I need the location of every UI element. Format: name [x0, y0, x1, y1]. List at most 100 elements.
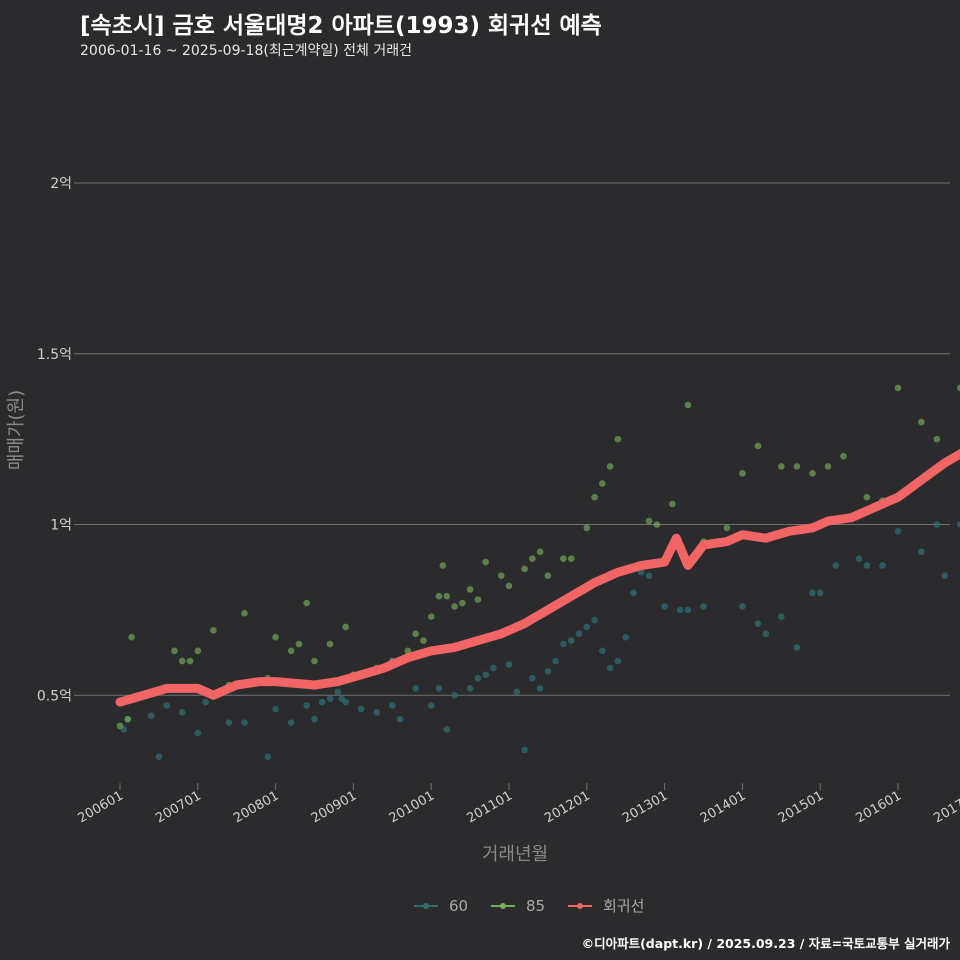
point-60-47 — [614, 657, 622, 665]
point-85-35 — [521, 565, 528, 573]
point-85-39 — [560, 555, 567, 562]
point-85-23 — [420, 637, 427, 644]
point-60-71 — [956, 521, 960, 528]
point-85-21 — [404, 647, 412, 655]
point-85-54 — [778, 463, 785, 470]
point-60-34 — [513, 688, 521, 696]
point-60-61 — [809, 589, 816, 597]
legend: 60 85 회귀선 — [414, 897, 644, 915]
point-85-58 — [840, 452, 847, 460]
point-60-69 — [933, 521, 941, 528]
point-60-27 — [443, 726, 451, 733]
point-85-57 — [824, 463, 832, 470]
point-60-49 — [630, 589, 637, 597]
point-60-41 — [567, 637, 575, 644]
point-60-20 — [357, 705, 365, 713]
point-85-64 — [956, 384, 960, 392]
point-60-53 — [676, 606, 684, 614]
page-subtitle: 2006-01-16 ~ 2025-09-18(최근계약일) 전체 거래건 — [80, 43, 412, 59]
point-60-48 — [622, 633, 629, 641]
point-60-42 — [575, 630, 583, 638]
x-axis-ticks: 200601 200701 200801 200901 201001 201101 2012… — [76, 783, 960, 826]
regression-line — [115, 448, 960, 707]
point-60-14 — [311, 715, 318, 723]
point-60-45 — [599, 647, 606, 655]
point-60-43 — [583, 623, 591, 631]
point-85-27 — [443, 592, 451, 600]
point-60-31 — [482, 671, 489, 679]
point-85-41 — [583, 524, 591, 532]
page-title: [속초시] 금호 서울대명2 아파트(1993) 회귀선 예측 — [80, 13, 602, 39]
point-60-25 — [427, 702, 435, 709]
point-60-6 — [194, 729, 202, 737]
point-60-58 — [762, 630, 770, 638]
point-60-4 — [163, 702, 170, 709]
point-60-5 — [178, 709, 186, 716]
x-tick-label-8: 201401 — [698, 788, 748, 826]
point-85-6 — [194, 647, 202, 655]
x-tick-label-2: 200801 — [231, 788, 281, 826]
point-85-1 — [124, 715, 132, 723]
point-85-48 — [669, 500, 676, 508]
point-85-12 — [287, 647, 295, 655]
regression-line-group — [115, 448, 960, 707]
point-85-3 — [171, 647, 178, 655]
point-85-31 — [474, 596, 482, 603]
point-85-44 — [606, 463, 614, 470]
point-60-10 — [264, 753, 272, 761]
source-caption: ©디아파트(dapt.kr) / 2025.09.23 / 자료=국토교통부 실… — [581, 936, 950, 951]
legend-marker-2 — [577, 903, 583, 909]
point-60-28 — [451, 691, 458, 699]
point-60-17 — [334, 688, 342, 696]
point-60-57 — [754, 620, 762, 627]
point-60-8 — [225, 719, 233, 726]
point-60-7 — [202, 698, 209, 706]
x-tick-label-3: 200901 — [309, 788, 359, 826]
point-60-33 — [505, 661, 513, 668]
point-60-62 — [816, 589, 824, 597]
point-60-19 — [342, 698, 349, 706]
point-60-51 — [645, 572, 653, 580]
point-85-62 — [918, 418, 925, 426]
x-tick-label-7: 201301 — [620, 788, 670, 826]
legend-label-1: 85 — [526, 897, 545, 915]
point-85-17 — [342, 623, 349, 631]
point-60-52 — [661, 603, 668, 610]
x-axis-title: 거래년월 — [482, 844, 548, 865]
y-axis-title: 매매가(원) — [6, 390, 27, 470]
point-60-32 — [490, 664, 497, 672]
point-60-12 — [287, 719, 295, 726]
point-60-36 — [529, 674, 536, 682]
point-85-46 — [645, 517, 653, 525]
point-60-2 — [147, 712, 155, 720]
point-85-30 — [466, 586, 474, 593]
point-85-40 — [567, 555, 575, 562]
x-tick-label-1: 200701 — [153, 788, 203, 826]
point-85-28 — [451, 603, 458, 610]
y-axis-ticks: 0.5억 1억 1.5억 2억 — [37, 176, 80, 704]
point-85-37 — [536, 548, 544, 556]
point-60-63 — [832, 562, 840, 569]
point-85-16 — [326, 640, 334, 648]
point-85-22 — [412, 630, 419, 638]
point-85-29 — [459, 599, 466, 607]
point-85-63 — [933, 435, 941, 443]
point-60-21 — [373, 709, 381, 716]
point-85-25 — [435, 592, 443, 600]
point-85-43 — [599, 480, 606, 487]
point-60-24 — [412, 685, 419, 692]
legend-label-0: 60 — [449, 897, 468, 915]
point-60-37 — [536, 685, 544, 692]
point-60-44 — [591, 616, 598, 624]
y-tick-label-0: 0.5억 — [37, 688, 72, 704]
point-85-38 — [544, 572, 552, 580]
point-85-15 — [311, 657, 318, 665]
point-85-11 — [272, 633, 279, 641]
point-85-32 — [482, 558, 489, 566]
point-60-30 — [474, 674, 482, 682]
x-tick-label-4: 201001 — [387, 788, 437, 826]
point-85-36 — [529, 555, 536, 562]
x-tick-label-10: 201601 — [854, 788, 904, 826]
point-85-59 — [863, 493, 871, 501]
point-60-29 — [466, 685, 474, 692]
